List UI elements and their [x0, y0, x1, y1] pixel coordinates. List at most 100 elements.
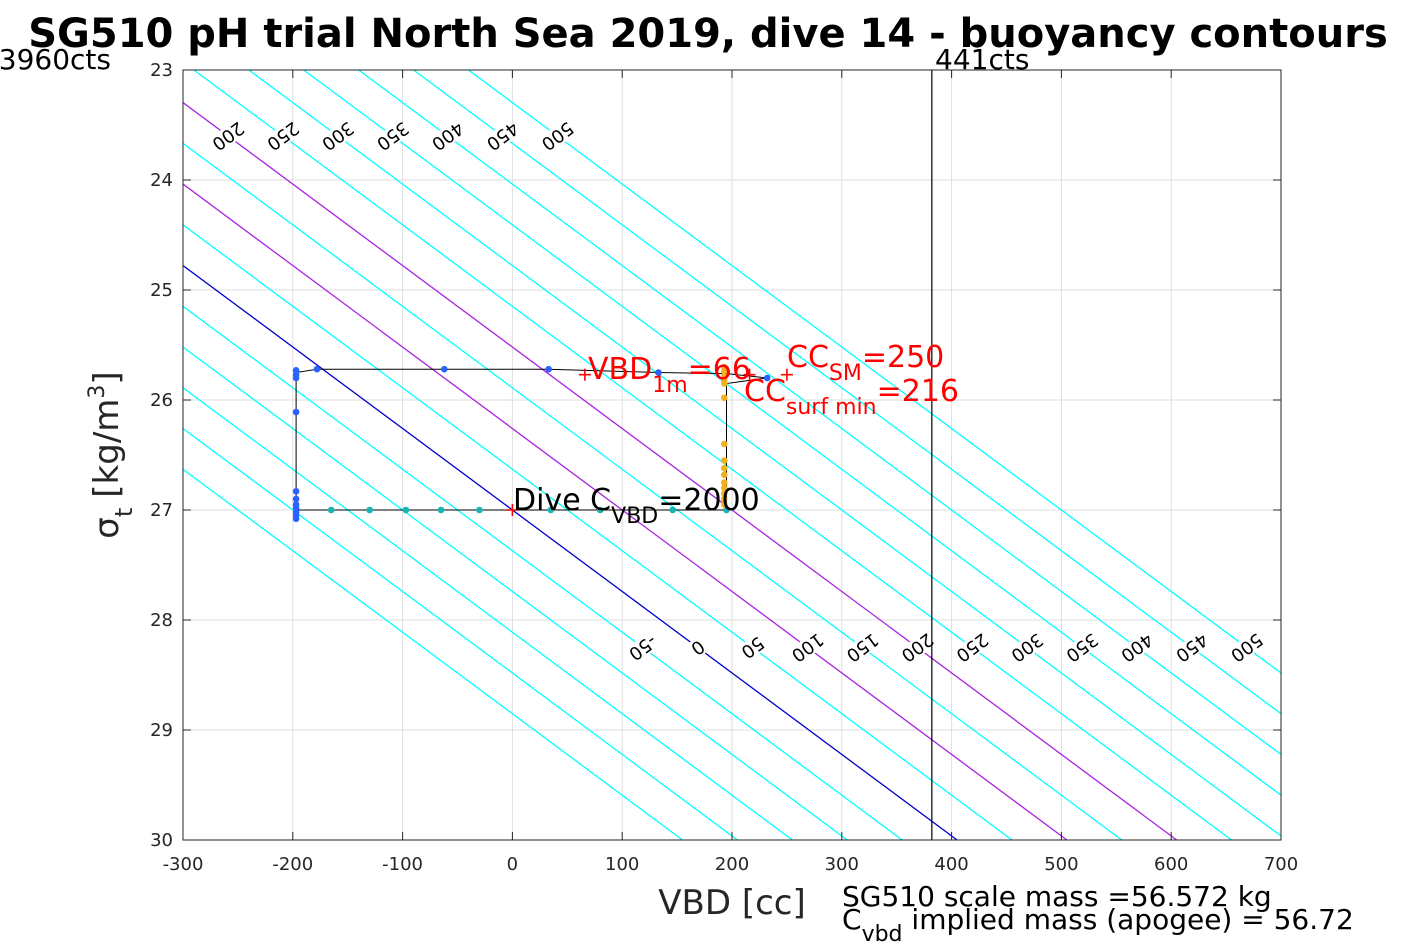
footer-implied-sub: vbd — [862, 922, 903, 945]
data-point-teal — [547, 506, 555, 514]
data-point-yellow — [721, 464, 728, 472]
y-tick-label: 24 — [150, 170, 173, 191]
contour-label-bg-bottom — [628, 633, 657, 662]
footer-scale-mass: SG510 scale mass =56.572 kg — [842, 880, 1272, 913]
y-axis-label-close: ] — [87, 371, 127, 384]
contour-label-bg-bottom — [903, 633, 932, 662]
data-point-teal — [327, 506, 335, 514]
contour-line — [183, 101, 1178, 840]
data-point-yellow — [721, 471, 728, 479]
contour-line — [193, 70, 1232, 840]
y-tick-label: 27 — [150, 500, 173, 521]
data-point-yellow — [721, 501, 728, 508]
data-point-yellow — [721, 457, 728, 464]
marker-cross — [578, 368, 591, 381]
marker-cross — [506, 504, 519, 516]
trajectory-line — [295, 368, 768, 511]
contour-label-bg-top — [488, 122, 517, 150]
data-point-blue — [313, 365, 321, 373]
x-tick-label: 500 — [1044, 854, 1078, 875]
contour-label-bg-bottom — [683, 633, 712, 662]
contour-line — [183, 346, 848, 840]
contour-label-bg-top — [323, 122, 353, 150]
counts-right: 441cts — [935, 43, 1029, 76]
annotation-cc-surf-min-main: CC — [744, 374, 786, 409]
annotation-cc-surf-min-rest: =216 — [877, 374, 959, 409]
buoyancy-contours — [183, 70, 1281, 840]
y-axis-label-unit: [kg/m — [87, 399, 127, 498]
contour-label-bg-bottom — [848, 633, 877, 662]
contour-label-bg-top — [268, 122, 298, 150]
contour-label-bg-top — [543, 122, 572, 150]
contour-line — [303, 70, 1281, 796]
data-point-blue — [763, 374, 771, 382]
data-point-teal — [723, 506, 730, 514]
x-tick-label: -300 — [163, 854, 204, 875]
y-tick-label: 30 — [150, 830, 173, 851]
contour-label-bg-top — [433, 122, 462, 150]
contour-label-bg-top — [378, 122, 407, 150]
annotation-cc-sm-main: CC — [787, 340, 829, 375]
y-tick-label: 29 — [150, 720, 173, 741]
contour-line — [183, 386, 793, 840]
counts-left: 3960cts — [0, 43, 111, 76]
contour-label-bg-bottom — [1232, 633, 1261, 662]
contour-line — [183, 264, 958, 840]
annotation-cc-sm-sub: SM — [829, 361, 862, 386]
footer-implied-rest: implied mass (apogee) = 56.72 — [903, 903, 1354, 936]
data-point-blue — [292, 374, 300, 382]
contour-label-bg-top — [213, 122, 243, 150]
annotation-dive-cvbd-main: Dive C — [513, 483, 611, 518]
contour-label-bg-bottom — [738, 633, 767, 662]
data-point-yellow — [721, 479, 728, 486]
x-axis-label: VBD [cc] — [658, 883, 806, 923]
y-axis-label-main: σ — [87, 517, 127, 539]
data-point-yellow — [721, 394, 728, 402]
data-point-blue — [441, 365, 448, 373]
annotation-dive-cvbd: Dive CVBD=2000 — [513, 483, 760, 529]
contour-label-bg-bottom — [1012, 633, 1042, 662]
footer-implied-main: C — [842, 903, 862, 936]
data-point-teal — [402, 506, 410, 514]
marker-cross — [780, 368, 793, 381]
x-tick-label: 0 — [507, 854, 518, 875]
chart-title: SG510 pH trial North Sea 2019, dive 14 -… — [28, 11, 1388, 57]
x-tick-label: 100 — [605, 854, 639, 875]
contour-label-bg-bottom — [1067, 633, 1097, 662]
contour-line — [248, 70, 1281, 837]
y-axis-label-sup: 3 — [85, 385, 110, 399]
data-point-blue — [292, 408, 300, 416]
annotation-cc-surf-min-sub: surf min — [786, 395, 877, 420]
annotation-vbd-1m-rest: =66 — [688, 352, 751, 387]
x-tick-label: -100 — [382, 854, 423, 875]
y-tick-label: 28 — [150, 610, 173, 631]
data-point-yellow — [721, 495, 728, 503]
data-point-teal — [437, 506, 445, 514]
annotation-dive-cvbd-rest: =2000 — [658, 483, 759, 518]
y-tick-label: 23 — [150, 60, 173, 81]
data-point-teal — [596, 506, 604, 514]
x-ticks: -300 -200 -100 0 100 200 300 400 500 600 700 — [163, 70, 1298, 875]
marker-cross — [743, 368, 756, 381]
contour-line — [468, 70, 1281, 674]
data-point-teal — [476, 506, 483, 514]
annotation-cc-surf-min: CCsurf min=216 — [744, 374, 959, 420]
contour-label-bg-bottom — [793, 633, 822, 662]
annotation-dive-cvbd-sub: VBD — [611, 504, 658, 529]
x-tick-label: 400 — [934, 854, 968, 875]
contour-label-bg-bottom — [1122, 633, 1152, 662]
data-point-yellow — [721, 484, 728, 492]
footer-implied-mass: Cvbd implied mass (apogee) = 56.72 — [842, 903, 1354, 945]
x-tick-label: -200 — [272, 854, 313, 875]
data-point-yellow — [721, 440, 728, 448]
data-points — [292, 363, 771, 523]
contour-line — [183, 142, 1123, 840]
contour-line — [183, 427, 738, 840]
data-point-teal — [366, 506, 373, 514]
annotation-cc-sm-rest: =250 — [862, 340, 944, 375]
data-point-blue — [655, 369, 662, 376]
annotation-vbd-1m-sub: 1m — [652, 373, 687, 398]
y-axis-label-sub: t — [110, 508, 138, 517]
contour-label-bg-bottom — [1177, 633, 1206, 662]
